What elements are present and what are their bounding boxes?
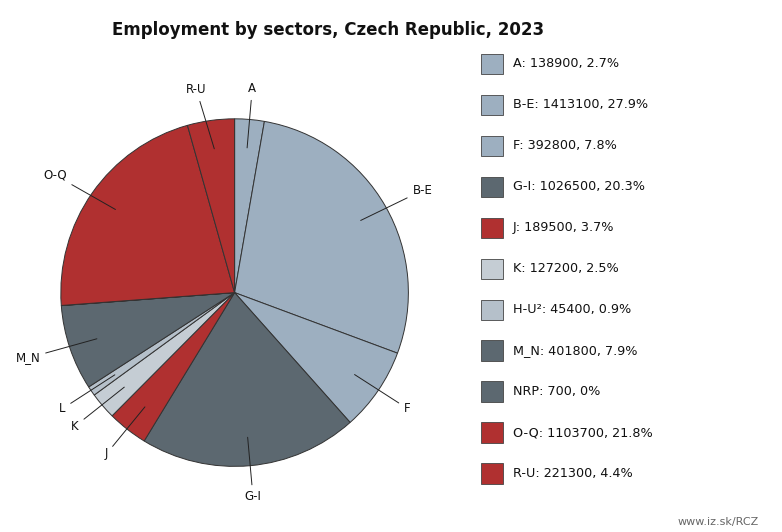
Wedge shape	[235, 293, 397, 422]
Wedge shape	[235, 119, 264, 293]
Text: H-U²: 45400, 0.9%: H-U²: 45400, 0.9%	[513, 303, 631, 316]
Text: J: 189500, 3.7%: J: 189500, 3.7%	[513, 221, 615, 234]
Text: R-U: R-U	[186, 83, 214, 149]
Text: B-E: B-E	[361, 184, 432, 220]
Wedge shape	[144, 293, 350, 467]
Text: B-E: 1413100, 27.9%: B-E: 1413100, 27.9%	[513, 98, 648, 111]
Text: L: L	[59, 375, 115, 415]
Text: K: 127200, 2.5%: K: 127200, 2.5%	[513, 262, 619, 275]
Text: F: F	[354, 375, 411, 415]
Text: Employment by sectors, Czech Republic, 2023: Employment by sectors, Czech Republic, 2…	[113, 21, 544, 39]
Text: R-U: 221300, 4.4%: R-U: 221300, 4.4%	[513, 467, 633, 480]
Text: O-Q: O-Q	[43, 169, 116, 210]
Text: A: 138900, 2.7%: A: 138900, 2.7%	[513, 57, 619, 70]
Wedge shape	[112, 293, 235, 441]
Text: G-I: 1026500, 20.3%: G-I: 1026500, 20.3%	[513, 180, 645, 193]
Wedge shape	[61, 293, 235, 387]
Text: K: K	[71, 387, 124, 433]
Text: G-I: G-I	[245, 437, 261, 503]
Text: M_N: 401800, 7.9%: M_N: 401800, 7.9%	[513, 344, 637, 357]
Wedge shape	[94, 293, 235, 416]
Text: NRP: 700, 0%: NRP: 700, 0%	[513, 385, 601, 398]
Wedge shape	[235, 121, 408, 353]
Wedge shape	[188, 119, 235, 293]
Text: J: J	[105, 407, 145, 461]
Wedge shape	[61, 126, 235, 305]
Text: O-Q: 1103700, 21.8%: O-Q: 1103700, 21.8%	[513, 426, 653, 439]
Text: www.iz.sk/RCZ: www.iz.sk/RCZ	[677, 517, 759, 527]
Text: F: 392800, 7.8%: F: 392800, 7.8%	[513, 139, 617, 152]
Text: A: A	[247, 82, 256, 148]
Wedge shape	[88, 293, 235, 395]
Wedge shape	[61, 293, 235, 306]
Text: M_N: M_N	[16, 339, 97, 364]
